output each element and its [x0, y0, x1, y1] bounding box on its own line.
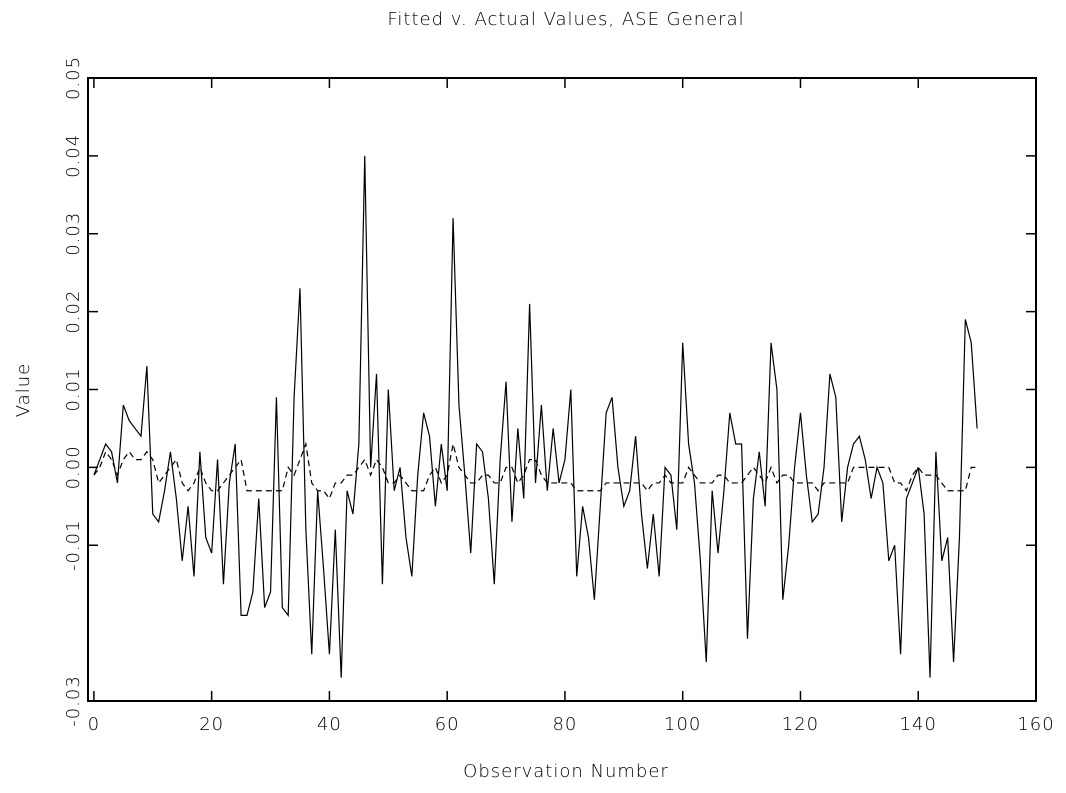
x-tick-label: 60 [435, 714, 460, 735]
x-tick-label: 120 [782, 714, 819, 735]
x-tick-label: 40 [317, 714, 342, 735]
plot-frame [87, 77, 1037, 702]
x-tick-label: 100 [664, 714, 701, 735]
y-axis-label: Value [13, 363, 34, 417]
series-line [93, 441, 978, 500]
y-tick-label: 0.05 [63, 56, 84, 100]
x-tick-label: 20 [199, 714, 224, 735]
y-tick-label: 0.01 [63, 367, 84, 411]
series-line [93, 155, 978, 678]
x-tick-label: 140 [900, 714, 937, 735]
x-tick-label: 0 [88, 714, 100, 735]
x-axis-label: Observation Number [463, 761, 669, 782]
y-tick-label: -0.03 [63, 675, 84, 727]
chart-title: Fitted v. Actual Values, ASE General [387, 9, 744, 30]
y-tick-label: 0.00 [63, 445, 84, 489]
y-tick-label: 0.04 [63, 134, 84, 178]
y-tick-label: 0.02 [63, 290, 84, 334]
x-tick-label: 160 [1017, 714, 1054, 735]
y-tick-label: 0.03 [63, 212, 84, 256]
x-tick-label: 80 [552, 714, 577, 735]
y-tick-label: -0.01 [63, 519, 84, 571]
